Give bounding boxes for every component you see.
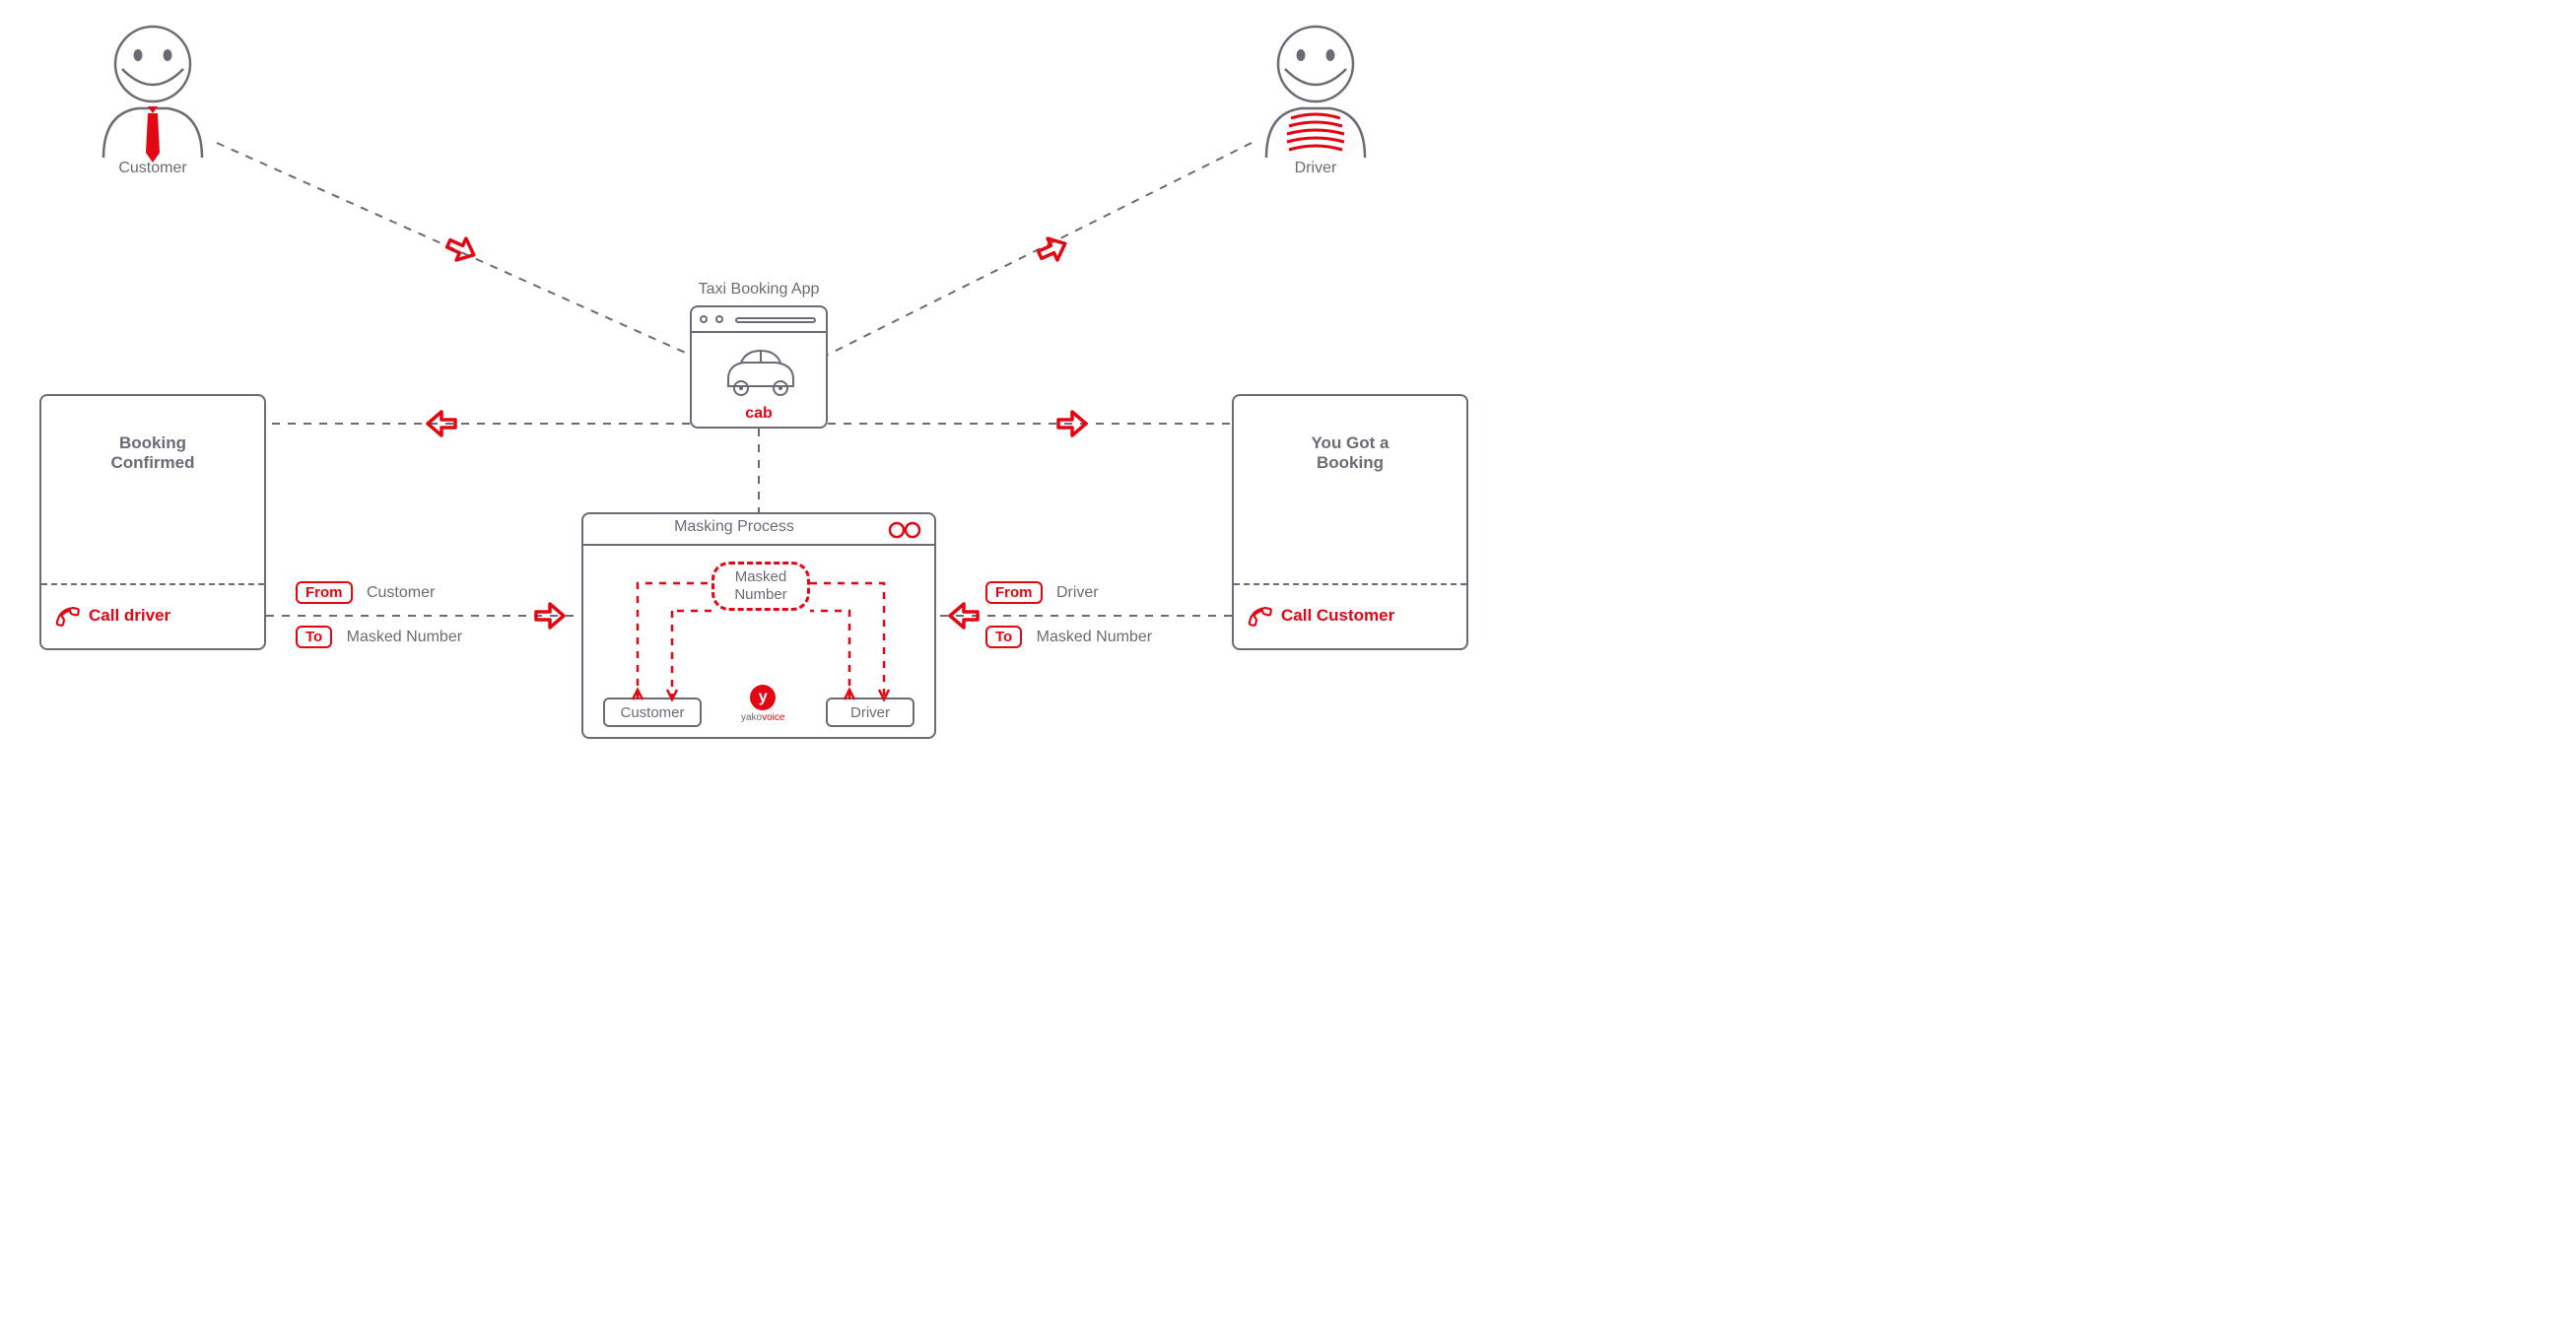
driver-label: Driver xyxy=(1286,160,1345,177)
arrow-icon xyxy=(438,226,485,273)
number-masking-diagram: Customer Driver Taxi Booking App xyxy=(0,0,1498,773)
left-from-tag: From Customer xyxy=(296,581,435,604)
you-got-booking-line2: Booking xyxy=(1317,453,1384,472)
booking-confirmed-box: Booking Confirmed Call driver xyxy=(39,394,266,650)
booking-confirmed-line2: Confirmed xyxy=(111,453,195,472)
phone-icon xyxy=(55,603,81,629)
masking-process-box: Masking Process Masked Number Customer D… xyxy=(581,512,936,739)
arrow-icon xyxy=(424,406,459,441)
left-to-tag: To Masked Number xyxy=(296,626,462,648)
car-icon xyxy=(716,345,805,399)
driver-actor xyxy=(1252,20,1380,172)
driver-icon xyxy=(1252,20,1380,167)
arrow-icon xyxy=(946,598,982,633)
call-driver-label: Call driver xyxy=(89,606,170,626)
customer-label: Customer xyxy=(113,160,192,177)
customer-icon xyxy=(89,20,217,167)
right-from-tag: From Driver xyxy=(985,581,1099,604)
you-got-booking-box: You Got a Booking Call Customer xyxy=(1232,394,1468,650)
logo-letter: y xyxy=(759,689,768,706)
arrow-icon xyxy=(532,598,568,633)
booking-confirmed-line1: Booking xyxy=(119,433,186,452)
yakovoice-logo: y yakovoice xyxy=(741,685,784,723)
call-customer-label: Call Customer xyxy=(1281,606,1394,626)
app-box: cab xyxy=(690,305,828,429)
arrow-icon xyxy=(1054,406,1090,441)
right-to-tag: To Masked Number xyxy=(985,626,1152,648)
arrow-icon xyxy=(1029,226,1076,273)
you-got-booking-line1: You Got a xyxy=(1311,433,1389,452)
customer-actor xyxy=(89,20,217,172)
app-sub-label: cab xyxy=(692,405,826,423)
phone-icon xyxy=(1248,603,1273,629)
app-title: Taxi Booking App xyxy=(685,281,833,299)
